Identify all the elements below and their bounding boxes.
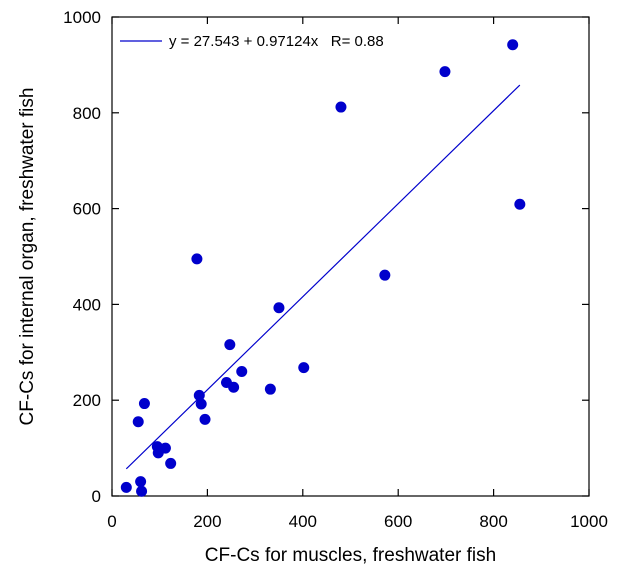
data-point [273,302,285,314]
data-point [193,389,205,401]
y-tick-label: 400 [73,295,101,314]
data-point [120,481,132,493]
x-tick-label: 400 [289,512,317,531]
data-point [507,39,519,51]
data-point [335,101,347,113]
data-point [135,476,147,488]
y-tick-label: 600 [73,200,101,219]
data-point [132,416,144,428]
y-tick-label: 1000 [63,8,101,27]
y-axis-label: CF-Cs for internal organ, freshwater fis… [17,88,38,426]
y-tick-label: 0 [92,487,101,506]
y-tick-label: 200 [73,391,101,410]
x-tick-label: 800 [479,512,507,531]
y-tick-label: 800 [73,104,101,123]
legend: y = 27.543 + 0.97124x R= 0.88 [120,33,384,50]
plot-area: 0 200 400 600 800 1000 0 200 400 600 800 1000 y = 2… [63,8,608,531]
data-point [228,381,240,393]
tick-labels: 0 200 400 600 800 1000 0 200 400 600 800 1000 [63,8,608,531]
x-tick-label: 600 [384,512,412,531]
data-point [165,457,177,469]
x-tick-label: 0 [107,512,116,531]
data-point [195,398,207,410]
data-point [298,362,310,374]
data-point [514,198,526,210]
data-point [199,413,211,425]
x-tick-label: 1000 [570,512,608,531]
x-tick-label: 200 [193,512,221,531]
data-point [224,339,236,351]
data-point [138,398,150,410]
data-point [136,485,148,497]
x-axis-label: CF-Cs for muscles, freshwater fish [205,545,496,566]
legend-fit-label: y = 27.543 + 0.97124x R= 0.88 [169,33,384,50]
data-point [264,383,276,395]
data-point [379,269,391,281]
data-points [120,39,526,497]
data-point [439,66,451,78]
data-point [159,442,171,454]
axis-ticks [111,16,590,497]
plot-frame [111,16,590,497]
data-point [236,365,248,377]
data-point [191,253,203,265]
fit-layer [125,84,521,470]
fit-line [125,84,521,470]
